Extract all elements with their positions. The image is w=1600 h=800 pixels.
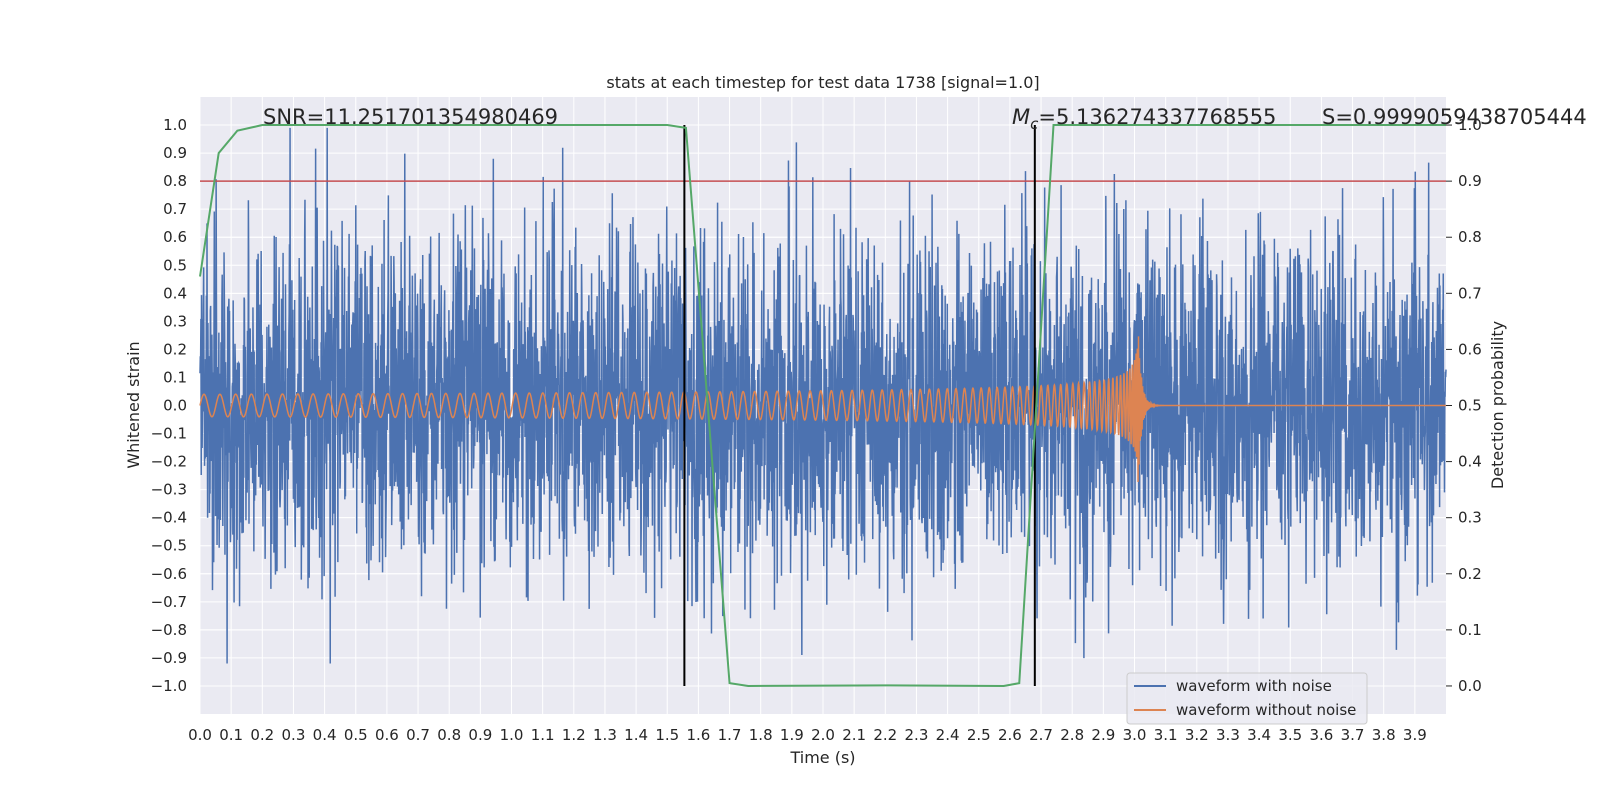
y-tick-label: 0.3 (163, 312, 187, 330)
x-tick-label: 1.1 (531, 726, 555, 744)
tick-labels: 0.0 0.1 0.2 0.3 0.4 0.5 0.6 0.7 0.8 0.9 1.0 1.1 1.2 1… (151, 116, 1482, 744)
y-tick-label: 0.1 (163, 368, 187, 386)
y2-axis-label: Detection probability (1488, 321, 1507, 489)
y2-tick-label: 0.9 (1458, 172, 1482, 190)
x-tick-label: 1.5 (655, 726, 679, 744)
x-tick-label: 2.5 (967, 726, 991, 744)
x-tick-label: 1.9 (780, 726, 804, 744)
legend-label-noisy: waveform with noise (1176, 677, 1332, 695)
chart-title: stats at each timestep for test data 173… (606, 73, 1039, 92)
y2-tick-label: 0.7 (1458, 284, 1482, 302)
x-tick-label: 2.2 (873, 726, 897, 744)
y2-tick-label: 0.2 (1458, 565, 1482, 583)
y-tick-label: −0.4 (151, 509, 187, 527)
y2-tick-label: 0.3 (1458, 509, 1482, 527)
y-tick-label: −0.7 (151, 593, 187, 611)
y2-tick-label: 0.8 (1458, 228, 1482, 246)
y-tick-label: −0.5 (151, 537, 187, 555)
legend-box (1126, 672, 1368, 725)
x-tick-label: 1.3 (593, 726, 617, 744)
x-tick-label: 0.3 (282, 726, 306, 744)
x-tick-label: 2.7 (1029, 726, 1053, 744)
x-tick-label: 1.6 (686, 726, 710, 744)
y-tick-label: −1.0 (151, 677, 187, 695)
x-tick-label: 2.8 (1060, 726, 1084, 744)
data-layer (199, 124, 1447, 687)
y2-tick-label: 0.6 (1458, 340, 1482, 358)
x-tick-label: 0.8 (437, 726, 461, 744)
y2-tick-label: 0.4 (1458, 453, 1482, 471)
x-tick-label: 1.0 (500, 726, 524, 744)
y-tick-label: −0.2 (151, 453, 187, 471)
snr-annotation: SNR=11.251701354980469 (263, 105, 558, 129)
y-tick-label: 1.0 (163, 116, 187, 134)
score-annotation: S=0.9999059438705444 (1322, 105, 1587, 129)
x-axis-label: Time (s) (789, 748, 855, 767)
chirp-mass-symbol: M (1012, 105, 1030, 129)
x-tick-label: 3.7 (1341, 726, 1365, 744)
y-axis-label: Whitened strain (124, 341, 143, 468)
x-tick-label: 2.9 (1091, 726, 1115, 744)
y-tick-label: 0.7 (163, 200, 187, 218)
x-tick-label: 0.6 (375, 726, 399, 744)
series-waveform-without-noise (199, 336, 1446, 482)
legend: waveform with noise waveform without noi… (1126, 672, 1368, 725)
y-tick-label: −0.9 (151, 649, 187, 667)
legend-label-clean: waveform without noise (1176, 701, 1356, 719)
x-tick-label: 0.0 (188, 726, 212, 744)
x-tick-label: 0.1 (219, 726, 243, 744)
x-tick-label: 2.6 (998, 726, 1022, 744)
x-tick-label: 3.9 (1403, 726, 1427, 744)
chirp-mass-annotation: Mc=5.136274337768555 (1012, 105, 1276, 133)
x-tick-label: 3.3 (1216, 726, 1240, 744)
chirp-mass-value: =5.136274337768555 (1038, 105, 1276, 129)
x-tick-label: 3.5 (1278, 726, 1302, 744)
x-tick-label: 2.1 (842, 726, 866, 744)
x-tick-label: 3.2 (1185, 726, 1209, 744)
y-tick-label: 0.9 (163, 144, 187, 162)
x-tick-label: 3.1 (1154, 726, 1178, 744)
x-tick-label: 1.2 (562, 726, 586, 744)
x-tick-label: 1.7 (718, 726, 742, 744)
x-tick-label: 3.8 (1372, 726, 1396, 744)
y2-tick-label: 0.0 (1458, 677, 1482, 695)
y2-tick-label: 0.5 (1458, 397, 1482, 415)
y-tick-label: 0.6 (163, 228, 187, 246)
y-tick-label: 0.5 (163, 256, 187, 274)
y-tick-label: −0.6 (151, 565, 187, 583)
x-tick-label: 0.2 (250, 726, 274, 744)
y-tick-label: −0.3 (151, 481, 187, 499)
y2-tick-label: 0.1 (1458, 621, 1482, 639)
x-tick-label: 1.8 (749, 726, 773, 744)
y-tick-label: 0.2 (163, 340, 187, 358)
x-tick-label: 0.9 (468, 726, 492, 744)
x-tick-label: 0.7 (406, 726, 430, 744)
x-tick-label: 2.4 (936, 726, 960, 744)
y-tick-label: −0.1 (151, 425, 187, 443)
y-tick-label: 0.4 (163, 284, 187, 302)
x-tick-label: 0.4 (313, 726, 337, 744)
x-tick-label: 3.6 (1309, 726, 1333, 744)
y-tick-label: −0.8 (151, 621, 187, 639)
y2-tick-label: 1.0 (1458, 116, 1482, 134)
x-tick-label: 2.3 (905, 726, 929, 744)
x-tick-label: 2.0 (811, 726, 835, 744)
y-tick-label: 0.8 (163, 172, 187, 190)
chirp-mass-subscript: c (1030, 115, 1039, 133)
x-tick-label: 3.0 (1123, 726, 1147, 744)
series-waveform-with-noise (199, 127, 1447, 664)
x-tick-label: 0.5 (344, 726, 368, 744)
x-tick-label: 3.4 (1247, 726, 1271, 744)
x-tick-label: 1.4 (624, 726, 648, 744)
y-tick-label: 0.0 (163, 397, 187, 415)
